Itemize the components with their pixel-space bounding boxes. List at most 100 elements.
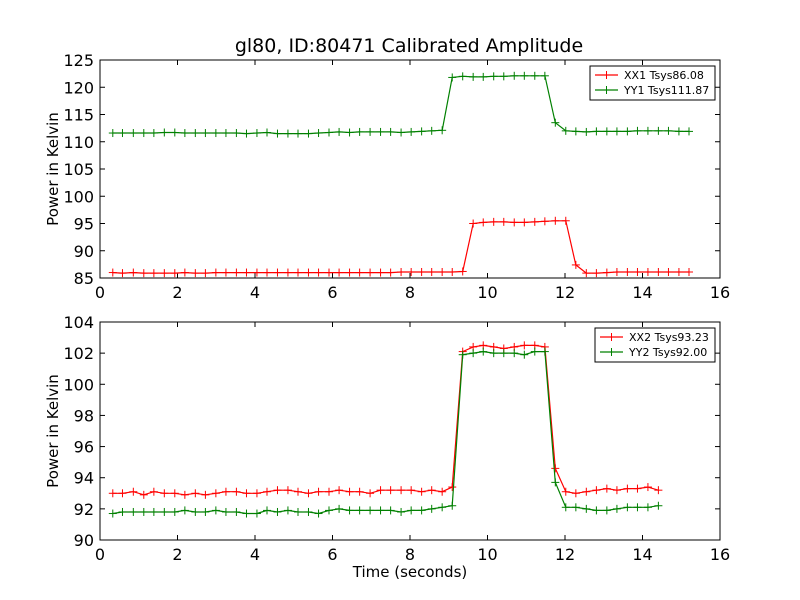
- data-point: [448, 268, 457, 277]
- data-point: [582, 127, 591, 136]
- data-point: [355, 268, 364, 277]
- data-point: [623, 503, 632, 512]
- x-tick-label: 16: [710, 545, 730, 564]
- legend-label: YY1 Tsys111.87: [623, 84, 709, 97]
- data-point: [355, 487, 364, 496]
- data-point: [160, 269, 169, 278]
- data-point: [108, 129, 117, 138]
- y-tick-label: 115: [63, 106, 94, 125]
- data-point: [294, 129, 303, 138]
- data-point: [355, 127, 364, 136]
- data-point: [407, 506, 416, 515]
- data-point: [438, 268, 447, 277]
- legend-label: XX1 Tsys86.08: [624, 69, 704, 82]
- data-point: [499, 349, 508, 358]
- data-point: [335, 127, 344, 136]
- data-point: [643, 126, 652, 135]
- series-group: [108, 341, 663, 518]
- data-point: [489, 217, 498, 226]
- data-point: [458, 267, 467, 276]
- data-point: [345, 268, 354, 277]
- data-point: [294, 487, 303, 496]
- x-tick-label: 0: [95, 545, 105, 564]
- data-point: [283, 268, 292, 277]
- x-tick-label: 6: [327, 283, 337, 302]
- data-point: [510, 349, 519, 358]
- data-point: [417, 487, 426, 496]
- data-point: [232, 487, 241, 496]
- data-point: [139, 129, 148, 138]
- data-point: [283, 486, 292, 495]
- data-point: [438, 487, 447, 496]
- y-tick-label: 120: [63, 78, 94, 97]
- data-point: [345, 128, 354, 137]
- data-point: [355, 506, 364, 515]
- data-point: [530, 347, 539, 356]
- data-point: [252, 509, 261, 518]
- data-point: [427, 504, 436, 513]
- data-point: [304, 507, 313, 516]
- data-point: [273, 268, 282, 277]
- data-point: [180, 129, 189, 138]
- data-point: [263, 268, 272, 277]
- data-point: [520, 71, 529, 80]
- data-point: [108, 268, 117, 277]
- data-point: [242, 509, 251, 518]
- data-point: [571, 489, 580, 498]
- legend-label: XX2 Tsys93.23: [629, 331, 709, 344]
- data-point: [118, 489, 127, 498]
- data-point: [458, 350, 467, 359]
- x-axis-label: Time (seconds): [352, 563, 468, 581]
- data-point: [654, 486, 663, 495]
- data-point: [149, 487, 158, 496]
- data-point: [397, 268, 406, 277]
- data-point: [170, 128, 179, 137]
- data-point: [489, 72, 498, 81]
- data-point: [201, 269, 210, 278]
- data-point: [149, 507, 158, 516]
- data-point: [643, 268, 652, 277]
- data-point: [633, 484, 642, 493]
- y-axis-label: Power in Kelvin: [44, 112, 62, 226]
- data-point: [602, 484, 611, 493]
- data-point: [520, 350, 529, 359]
- x-tick-label: 14: [632, 545, 652, 564]
- data-point: [654, 501, 663, 510]
- data-point: [633, 126, 642, 135]
- data-point: [561, 216, 570, 225]
- data-point: [160, 128, 169, 137]
- y-tick-label: 104: [63, 313, 94, 332]
- data-point: [232, 268, 241, 277]
- data-point: [325, 487, 334, 496]
- data-point: [232, 129, 241, 138]
- data-point: [129, 129, 138, 138]
- data-point: [397, 128, 406, 137]
- data-point: [592, 506, 601, 515]
- data-point: [211, 268, 220, 277]
- data-point: [201, 507, 210, 516]
- data-point: [582, 504, 591, 513]
- data-point: [149, 129, 158, 138]
- data-point: [499, 217, 508, 226]
- data-point: [221, 129, 230, 138]
- data-point: [325, 506, 334, 515]
- data-point: [191, 489, 200, 498]
- data-point: [654, 268, 663, 277]
- data-point: [530, 217, 539, 226]
- data-point: [221, 268, 230, 277]
- data-point: [386, 486, 395, 495]
- y-tick-label: 105: [63, 160, 94, 179]
- x-tick-label: 4: [250, 283, 260, 302]
- data-point: [252, 268, 261, 277]
- data-point: [376, 268, 385, 277]
- data-point: [345, 487, 354, 496]
- data-point: [263, 506, 272, 515]
- data-point: [325, 268, 334, 277]
- x-tick-label: 16: [710, 283, 730, 302]
- data-point: [643, 503, 652, 512]
- data-point: [242, 489, 251, 498]
- data-point: [170, 489, 179, 498]
- data-point: [242, 268, 251, 277]
- data-point: [160, 507, 169, 516]
- data-point: [582, 269, 591, 278]
